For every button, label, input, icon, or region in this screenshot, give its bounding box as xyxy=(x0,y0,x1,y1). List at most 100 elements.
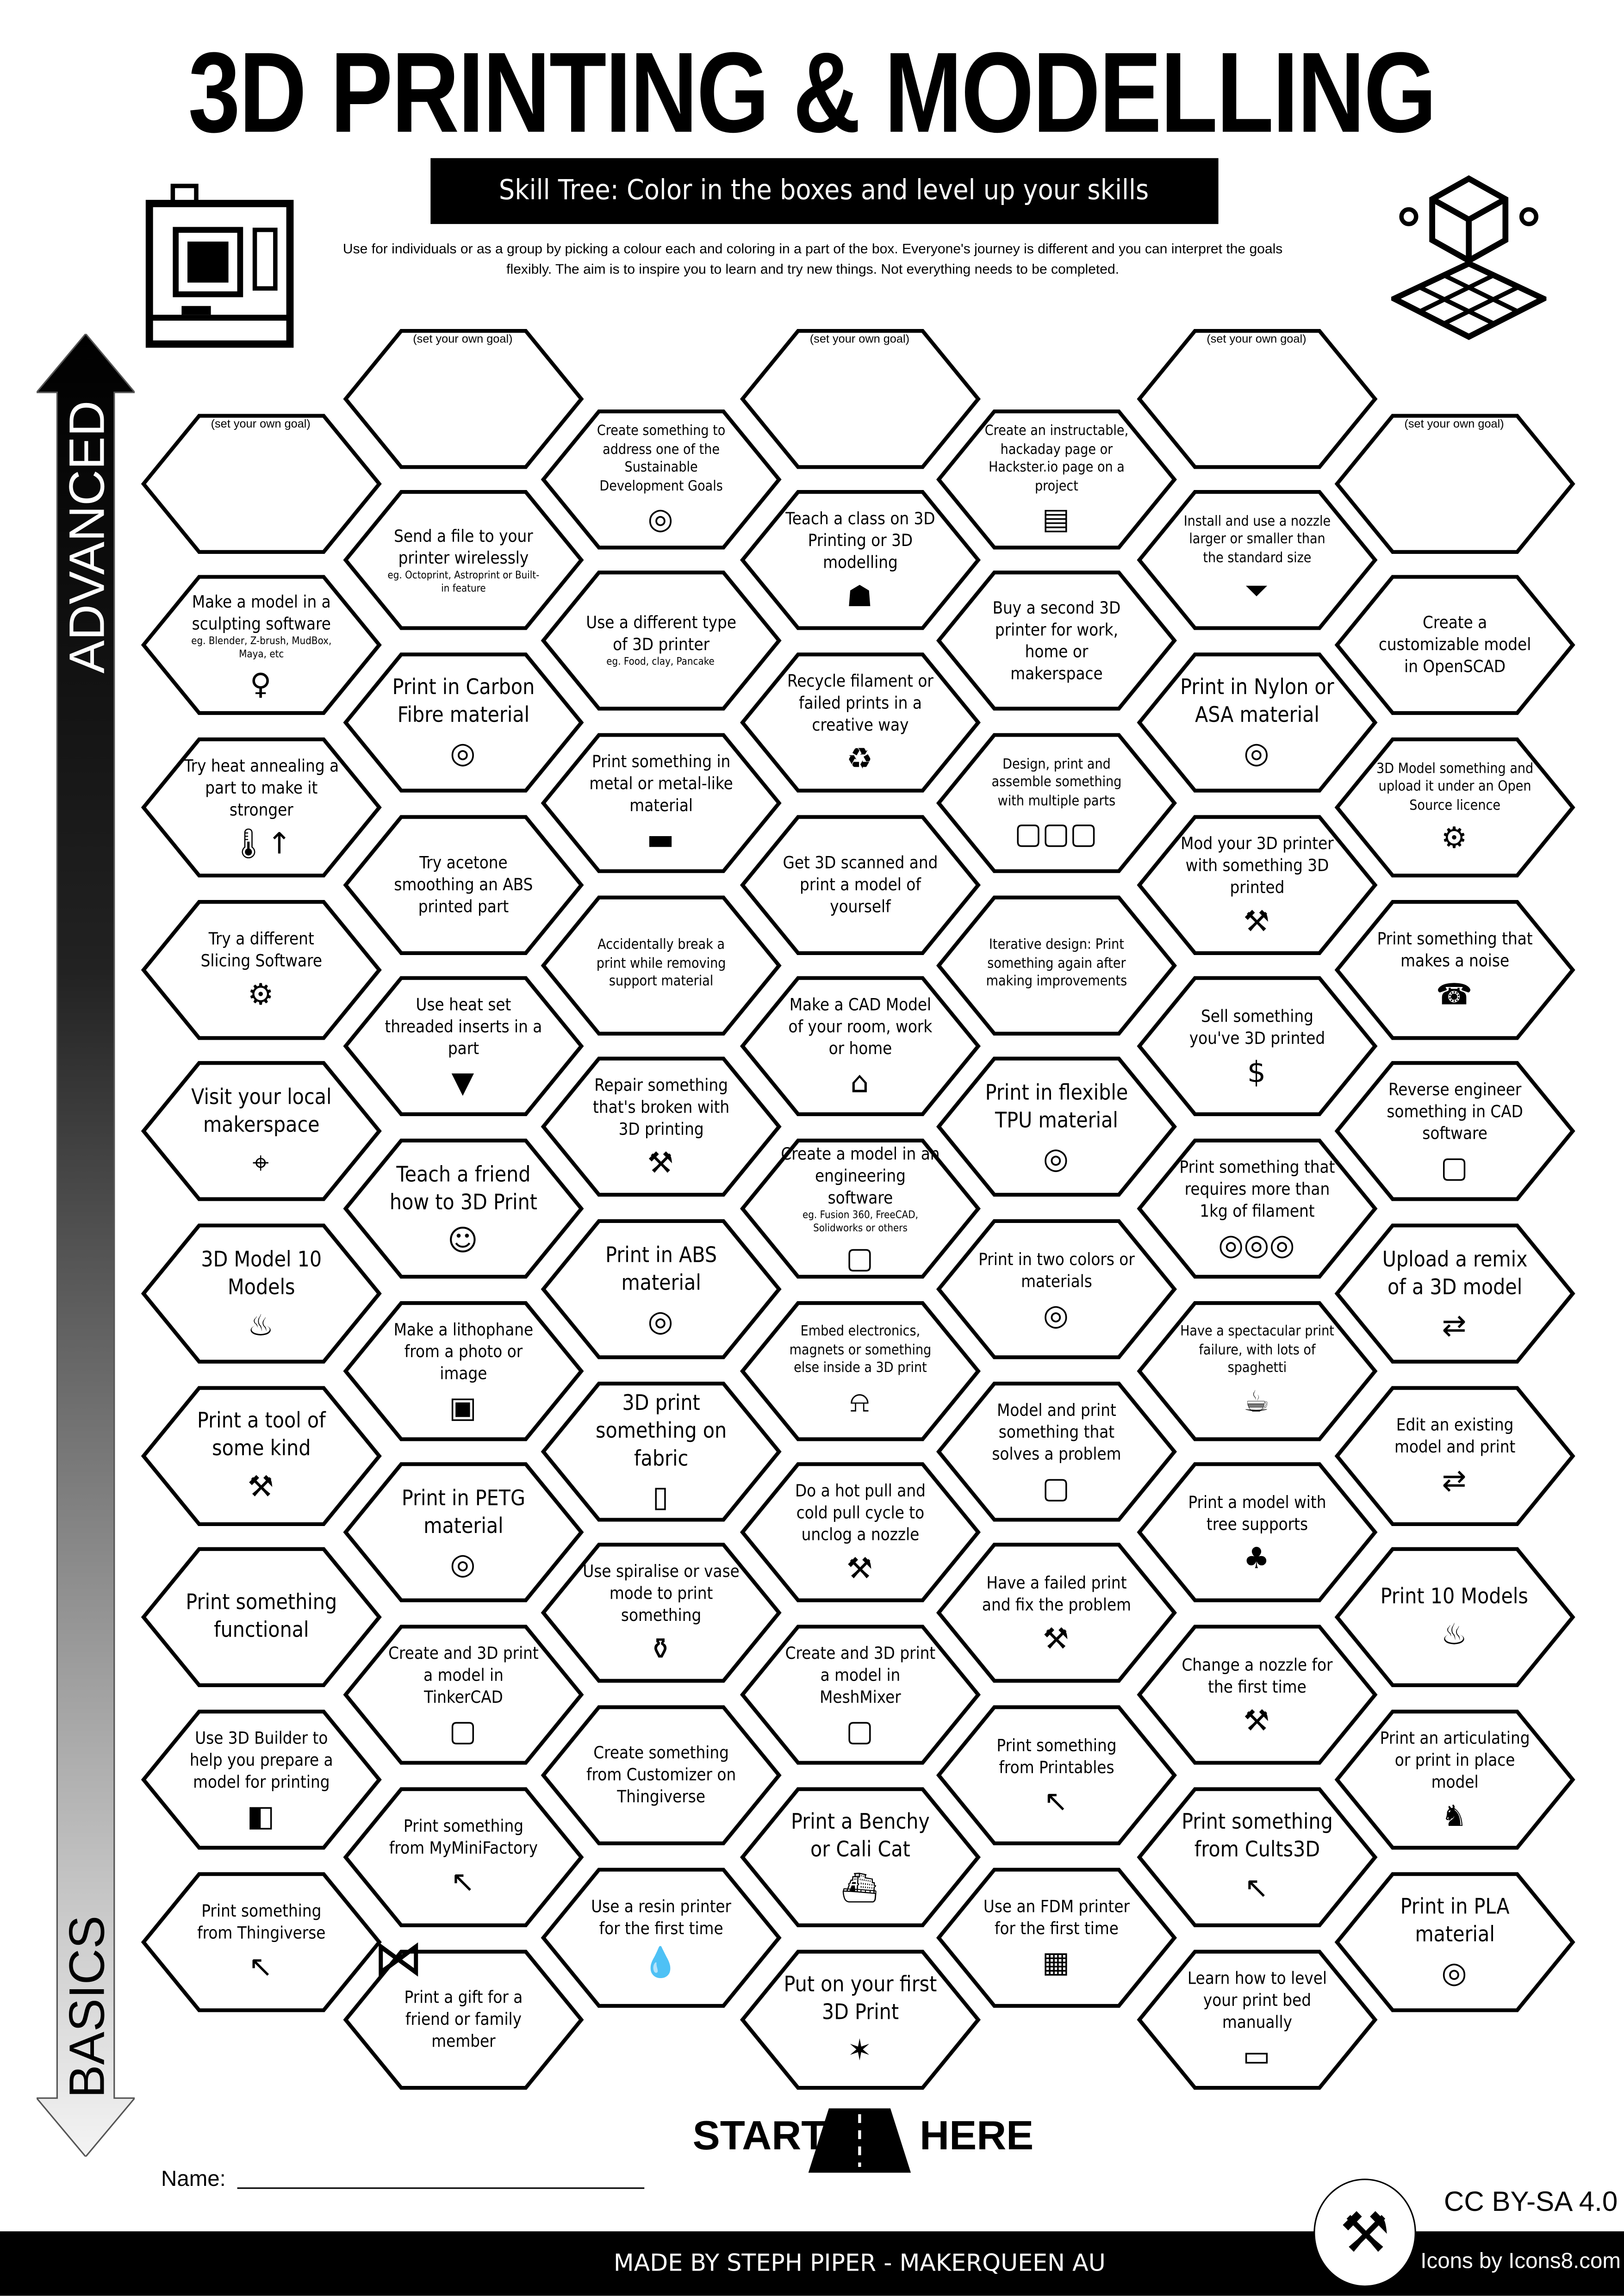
skill-hex[interactable]: Print a model with tree supports ♣ xyxy=(1136,1462,1377,1604)
skill-hex[interactable]: Repair something that's broken with 3D p… xyxy=(540,1056,781,1198)
skill-hex[interactable]: Iterative design: Print something again … xyxy=(935,894,1176,1036)
skill-hex[interactable]: Print 10 Models ♨ xyxy=(1333,1547,1575,1689)
skill-hex[interactable]: Use 3D Builder to help you prepare a mod… xyxy=(140,1709,381,1851)
skill-hex[interactable]: Print in Nylon or ASA material ◎ xyxy=(1136,652,1377,794)
name-label: Name: xyxy=(161,2167,226,2192)
skill-hex[interactable]: Print in two colors or materials ◎ xyxy=(935,1218,1176,1360)
skill-hex[interactable]: Put on your first 3D Print ✶ xyxy=(739,1948,980,2090)
hex-outline xyxy=(342,1463,583,1603)
skill-hex[interactable]: Print in PETG material ◎ xyxy=(342,1462,584,1604)
skill-hex[interactable]: Make a CAD Model of your room, work or h… xyxy=(739,975,980,1117)
skill-hex[interactable]: Print in flexible TPU material ◎ xyxy=(935,1056,1176,1198)
skill-hex[interactable]: Recycle filament or failed prints in a c… xyxy=(739,652,980,794)
hex-content: Try heat annealing a part to make it str… xyxy=(172,745,349,869)
skill-hex[interactable]: Learn how to level your print bed manual… xyxy=(1136,1948,1377,2090)
skill-hex[interactable]: Edit an existing model and print ⇄ xyxy=(1333,1384,1575,1527)
skill-hex[interactable]: Print something from Cults3D ↖ xyxy=(1136,1786,1377,1928)
hex-content: 3D Model 10 Models ♨ xyxy=(172,1231,349,1356)
skill-hex[interactable]: Print an articulating or print in place … xyxy=(1333,1709,1575,1851)
skill-hex[interactable]: Use heat set threaded inserts in a part ▼ xyxy=(342,975,584,1117)
skill-hex[interactable]: Reverse engineer something in CAD softwa… xyxy=(1333,1061,1575,1203)
hex-outline xyxy=(540,1867,781,2008)
gear-icon: ⚙ xyxy=(1441,820,1468,856)
hex-content: Use 3D Builder to help you prepare a mod… xyxy=(172,1718,349,1842)
skill-hex[interactable]: Try heat annealing a part to make it str… xyxy=(140,736,381,878)
skill-hex[interactable]: Model and print something that solves a … xyxy=(935,1380,1176,1522)
cube-grid-icon xyxy=(1391,175,1547,340)
hex-outline xyxy=(1136,1949,1377,2089)
title-text: 3D PRINTING & MODELLING xyxy=(188,28,1437,157)
skill-hex[interactable]: Teach a class on 3D Printing or 3D model… xyxy=(739,489,980,631)
skill-hex[interactable]: Create something to address one of the S… xyxy=(540,408,781,550)
skill-hex[interactable]: Have a failed print and fix the problem ⚒ xyxy=(935,1542,1176,1684)
skill-hex[interactable]: Print a tool of some kind ⚒ xyxy=(140,1384,381,1527)
skill-hex[interactable]: Try acetone smoothing an ABS printed par… xyxy=(342,813,584,956)
skill-hex[interactable]: Send a file to your printer wirelessly eg… xyxy=(342,489,584,631)
skill-hex[interactable]: Upload a remix of a 3D model ⇄ xyxy=(1333,1222,1575,1365)
skill-hex[interactable]: Accidentally break a print while removin… xyxy=(540,894,781,1036)
skill-hex[interactable]: Print in ABS material ◎ xyxy=(540,1218,781,1360)
hex-content: Print in PETG material ◎ xyxy=(374,1471,551,1595)
hex-outline xyxy=(935,409,1176,549)
cursor-icon: ↖ xyxy=(450,1864,475,1899)
skill-hex[interactable]: Print something functional xyxy=(140,1547,381,1689)
name-field[interactable] xyxy=(237,2187,645,2189)
skill-hex[interactable]: Print something from MyMiniFactory ↖ xyxy=(342,1786,584,1928)
skill-hex[interactable]: Change a nozzle for the first time ⚒ xyxy=(1136,1624,1377,1766)
hex-outline xyxy=(1136,976,1377,1117)
skill-hex[interactable]: Visit your local makerspace ⌖ xyxy=(140,1061,381,1203)
skill-hex[interactable]: Print something that makes a noise ☎ xyxy=(1333,899,1575,1041)
skill-hex[interactable]: Create something from Customizer on Thin… xyxy=(540,1704,781,1846)
skill-hex[interactable]: Sell something you've 3D printed $ xyxy=(1136,975,1377,1117)
skill-hex[interactable]: Make a model in a sculpting software eg. … xyxy=(140,574,381,716)
money-bag-icon: $ xyxy=(1247,1054,1266,1089)
skill-hex[interactable]: Have a spectacular print failure, with l… xyxy=(1136,1300,1377,1442)
skill-hex[interactable]: 3D Model 10 Models ♨ xyxy=(140,1222,381,1365)
hex-content: Send a file to your printer wirelessly eg… xyxy=(374,498,551,622)
custom-goal-hex[interactable]: (set your own goal) xyxy=(739,327,980,469)
skill-text: 3D Model something and upload it under a… xyxy=(1375,761,1533,814)
skill-hex[interactable]: Buy a second 3D printer for work, home o… xyxy=(935,570,1176,712)
skill-hex[interactable]: Embed electronics, magnets or something … xyxy=(739,1300,980,1442)
skill-hex[interactable]: Do a hot pull and cold pull cycle to unc… xyxy=(739,1462,980,1604)
skill-hex[interactable]: Teach a friend how to 3D Print ☺ xyxy=(342,1138,584,1280)
skill-hex[interactable]: Print in Carbon Fibre material ◎ xyxy=(342,652,584,794)
hex-content: 3D Model something and upload it under a… xyxy=(1366,745,1543,869)
custom-goal-hex[interactable]: (set your own goal) xyxy=(1136,327,1377,469)
skill-text: 3D Model 10 Models xyxy=(200,1248,321,1300)
skill-hex[interactable]: Design, print and assemble something wit… xyxy=(935,732,1176,874)
anvil-icon: ▬ xyxy=(647,821,674,856)
skill-hex[interactable]: Use spiralise or vase mode to print some… xyxy=(540,1542,781,1684)
skill-hex[interactable]: Print a gift for a friend or family memb… xyxy=(342,1948,584,2090)
skill-hex[interactable]: Use a different type of 3D printer eg. Fo… xyxy=(540,570,781,712)
skill-hex[interactable]: Print a Benchy or Cali Cat ⛴ xyxy=(739,1786,980,1928)
skill-text: Print something from Printables xyxy=(996,1734,1116,1777)
skill-hex[interactable]: Create and 3D print a model in MeshMixer… xyxy=(739,1624,980,1766)
skill-hex[interactable]: Make a lithophane from a photo or image ▣ xyxy=(342,1300,584,1442)
skill-hex[interactable]: Print something that requires more than … xyxy=(1136,1138,1377,1280)
skill-hex[interactable]: 3D Model something and upload it under a… xyxy=(1333,736,1575,878)
skill-hex[interactable]: Get 3D scanned and print a model of your… xyxy=(739,813,980,956)
hex-outline xyxy=(140,1872,381,2012)
skill-hex[interactable]: Use an FDM printer for the first time ▦ xyxy=(935,1867,1176,2009)
skill-hex[interactable]: Print in PLA material ◎ xyxy=(1333,1871,1575,2013)
skill-hex[interactable]: Create a model in an engineering softwar… xyxy=(739,1138,980,1280)
skill-hex[interactable]: Mod your 3D printer with something 3D pr… xyxy=(1136,813,1377,956)
skill-hex[interactable]: Try a different Slicing Software ⚙ xyxy=(140,899,381,1041)
custom-goal-hex[interactable]: (set your own goal) xyxy=(140,412,381,554)
skill-hex[interactable]: Print something from Printables ↖ xyxy=(935,1704,1176,1846)
custom-goal-hex[interactable]: (set your own goal) xyxy=(342,327,584,469)
skill-hex[interactable]: Install and use a nozzle larger or small… xyxy=(1136,489,1377,631)
subtitle-banner: Skill Tree: Color in the boxes and level… xyxy=(430,158,1219,224)
skill-hex[interactable]: 3D print something on fabric ▯ xyxy=(540,1380,781,1522)
skill-hex[interactable]: Create and 3D print a model in TinkerCAD… xyxy=(342,1624,584,1766)
skill-hex[interactable]: Print something from Thingiverse ↖ xyxy=(140,1871,381,2013)
skill-hex[interactable]: Create a customizable model in OpenSCAD xyxy=(1333,574,1575,716)
hex-outline xyxy=(1136,1787,1377,1927)
custom-goal-hex[interactable]: (set your own goal) xyxy=(1333,412,1575,554)
skill-hex[interactable]: Print something in metal or metal-like m… xyxy=(540,732,781,874)
skill-hex[interactable]: Create an instructable, hackaday page or… xyxy=(935,408,1176,550)
skill-text: Create a customizable model in OpenSCAD xyxy=(1378,612,1531,677)
skill-hex[interactable]: Use a resin printer for the first time 💧 xyxy=(540,1867,781,2009)
